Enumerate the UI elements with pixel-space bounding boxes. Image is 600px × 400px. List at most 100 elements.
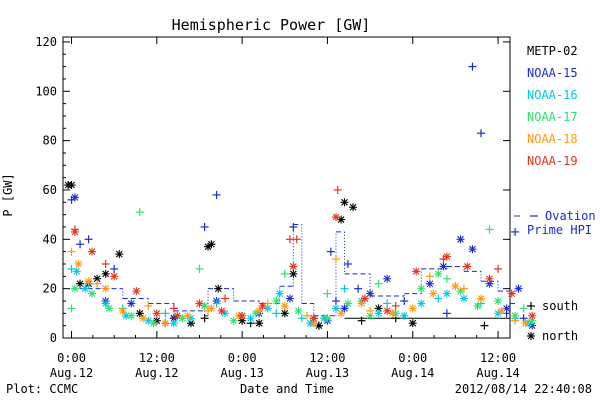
north-point [497,306,506,315]
south-point [67,304,76,313]
north-point [383,306,392,315]
north-point [88,289,97,298]
north-point [238,311,247,320]
y-axis: 0 20 40 60 80 100 120 [35,35,510,345]
data-points [64,62,537,330]
north-point [72,267,81,276]
south-point [272,309,281,318]
ovation-legend-label: Ovation [545,209,596,223]
north-point [101,299,110,308]
north-point [246,314,255,323]
x-tick-time: 0:00 [398,351,427,365]
north-point [84,277,93,286]
north-point [442,289,451,298]
north-point [110,272,119,281]
north-point [476,294,485,303]
marker-legend-label: south [542,299,578,313]
x-tick-time: 12:00 [309,351,345,365]
south-point [84,235,93,244]
north-point [195,299,204,308]
south-point [485,225,494,234]
north-point [337,309,346,318]
north-point [70,284,79,293]
chart-title: Hemispheric Power [GW] [172,16,371,34]
north-point [149,319,158,328]
south-point [280,269,289,278]
north-point [527,332,535,340]
south-point [354,284,363,293]
north-point [473,301,482,310]
north-point [88,247,97,256]
south-point [459,284,468,293]
north-point [289,269,298,278]
north-point [118,306,127,315]
north-point [340,304,349,313]
north-point [115,250,124,259]
north-point [161,319,170,328]
north-point [439,262,448,271]
legend-entry: NOAA-15 [527,66,578,80]
legend-entry: NOAA-18 [527,132,578,146]
north-point [280,309,289,318]
north-point [331,304,340,313]
north-point [272,296,281,305]
north-point [214,284,223,293]
south-point [340,284,349,293]
legend-entry: NOAA-16 [527,88,578,102]
north-point [135,309,144,318]
north-point [323,314,332,323]
south-point [326,247,335,256]
south-point [292,235,301,244]
south-point [212,299,221,308]
south-point [200,314,209,323]
south-point [161,309,170,318]
south-point [297,314,306,323]
x-tick-date: Aug.14 [391,366,434,380]
south-point [434,294,443,303]
north-point [74,259,83,268]
south-point [200,222,209,231]
marker-legend-label: north [542,329,578,343]
south-point [480,321,489,330]
north-point [340,198,349,207]
south-point [511,227,520,236]
y-tick-label: 20 [43,282,57,296]
north-point [122,311,131,320]
north-point [502,304,511,313]
south-point [302,311,311,320]
north-point [67,181,76,190]
south-point [135,208,144,217]
north-point [507,289,516,298]
south-point [331,296,340,305]
north-point [425,279,434,288]
x-tick-time: 0:00 [228,351,257,365]
x-tick-time: 12:00 [139,351,175,365]
series-noaa-17 [67,208,537,328]
x-tick-date: Aug.13 [220,366,263,380]
legend: METP-02 NOAA-15 NOAA-16 NOAA-17 NOAA-18 NOAA-… [514,44,596,343]
x-axis-label: Date and Time [240,382,334,396]
north-point [521,319,530,328]
south-point [442,274,451,283]
north-point [70,193,79,202]
footer-timestamp: 2012/08/14 22:40:08 [455,382,592,396]
south-point [425,272,434,281]
north-point [101,284,110,293]
north-point [417,299,426,308]
y-tick-label: 60 [43,183,57,197]
south-point [442,309,451,318]
north-point [81,284,90,293]
y-tick-label: 0 [50,331,57,345]
north-point [183,311,192,320]
north-point [357,299,366,308]
south-point [343,259,352,268]
legend-entry: NOAA-19 [527,154,578,168]
north-point [383,274,392,283]
south-point [357,316,366,325]
north-point [255,319,264,328]
north-point [152,309,161,318]
x-tick-time: 12:00 [480,351,516,365]
north-point [139,314,148,323]
